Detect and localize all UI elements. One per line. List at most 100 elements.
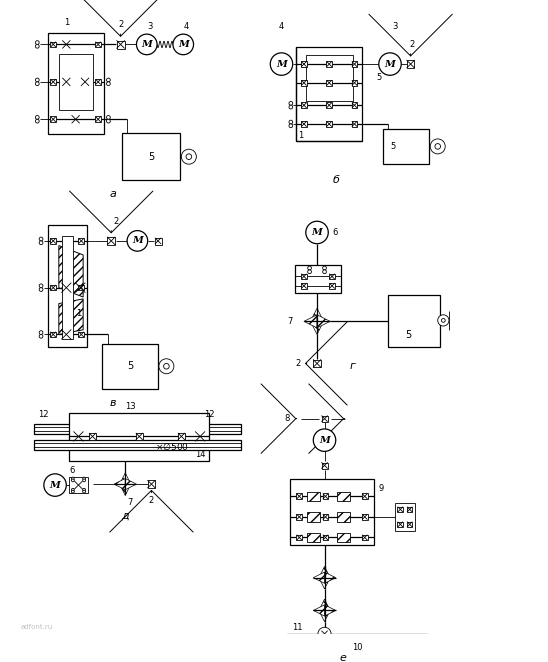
Text: г: г [350, 361, 356, 371]
Text: 3: 3 [392, 23, 397, 31]
Polygon shape [304, 315, 317, 328]
Text: 12: 12 [204, 410, 215, 418]
Circle shape [106, 116, 110, 119]
Text: 7: 7 [287, 317, 293, 326]
Bar [48, 225, 87, 347]
Circle shape [181, 149, 196, 164]
Bar [323, 493, 328, 499]
Circle shape [39, 288, 43, 291]
Text: в: в [110, 398, 116, 408]
Bar [327, 121, 332, 126]
Circle shape [36, 78, 39, 82]
Bar [323, 535, 328, 540]
Text: 8: 8 [284, 414, 290, 423]
Bar [107, 237, 115, 245]
Text: 1: 1 [298, 132, 304, 140]
Bar [296, 535, 302, 540]
Text: 5: 5 [127, 361, 133, 371]
Bar [135, 433, 143, 440]
Polygon shape [119, 484, 131, 495]
Circle shape [36, 116, 39, 119]
Circle shape [83, 479, 85, 482]
Bar [407, 522, 413, 527]
Bar [327, 80, 332, 85]
Polygon shape [114, 479, 125, 490]
Bar [89, 433, 96, 440]
Text: 6: 6 [69, 466, 75, 475]
Polygon shape [319, 610, 330, 622]
Circle shape [313, 429, 336, 451]
Bar [323, 514, 328, 520]
Bar [329, 273, 335, 279]
Circle shape [306, 221, 328, 244]
Bar [69, 477, 88, 493]
Bar [352, 121, 357, 126]
Bar [296, 514, 302, 520]
Bar [397, 522, 403, 527]
Text: M: M [312, 228, 322, 237]
Bar [327, 103, 332, 108]
Bar [307, 533, 320, 542]
Text: 7: 7 [127, 498, 133, 507]
Polygon shape [59, 299, 83, 334]
Bar [95, 117, 101, 122]
Bar [50, 285, 56, 291]
Text: б: б [332, 175, 339, 185]
Circle shape [71, 491, 75, 493]
Polygon shape [324, 572, 336, 583]
Bar [301, 283, 307, 289]
Bar [69, 413, 209, 461]
Bar [362, 535, 368, 540]
Bar [362, 514, 368, 520]
Circle shape [186, 154, 192, 160]
Circle shape [71, 477, 75, 480]
Polygon shape [313, 572, 324, 583]
Polygon shape [319, 578, 330, 589]
Bar [306, 55, 352, 101]
Bar [33, 424, 241, 434]
Bar [95, 79, 101, 85]
Polygon shape [311, 308, 323, 321]
Bar [78, 332, 84, 337]
Text: M: M [178, 40, 189, 49]
Circle shape [289, 120, 293, 124]
Text: д: д [121, 510, 129, 520]
Bar [329, 283, 335, 289]
Text: 14: 14 [195, 450, 206, 459]
Bar [78, 285, 84, 291]
Circle shape [106, 78, 110, 82]
Bar [178, 433, 185, 440]
Bar [307, 492, 320, 501]
Text: 10: 10 [352, 643, 363, 652]
Text: M: M [132, 236, 143, 246]
Circle shape [36, 44, 39, 48]
Bar [78, 238, 84, 244]
Circle shape [438, 315, 449, 326]
Bar [336, 533, 350, 542]
Bar [117, 40, 125, 49]
Bar [322, 463, 328, 469]
Bar [33, 440, 241, 449]
Bar [362, 493, 368, 499]
Polygon shape [324, 605, 336, 616]
Bar [295, 265, 341, 293]
Bar [301, 80, 307, 85]
Bar [50, 238, 56, 244]
Text: а: а [110, 189, 117, 199]
Text: $\times\varnothing500$: $\times\varnothing500$ [155, 441, 189, 452]
Bar [50, 42, 56, 47]
Bar [50, 117, 56, 122]
Circle shape [435, 144, 441, 149]
Circle shape [164, 363, 169, 369]
Bar [301, 273, 307, 279]
Text: 5: 5 [376, 73, 381, 83]
Bar [388, 295, 439, 347]
Circle shape [323, 270, 327, 273]
Bar [155, 238, 162, 245]
Circle shape [323, 266, 327, 270]
Bar [322, 416, 328, 422]
Circle shape [44, 474, 66, 496]
Bar [296, 47, 362, 141]
Circle shape [71, 479, 75, 482]
Circle shape [36, 119, 39, 123]
